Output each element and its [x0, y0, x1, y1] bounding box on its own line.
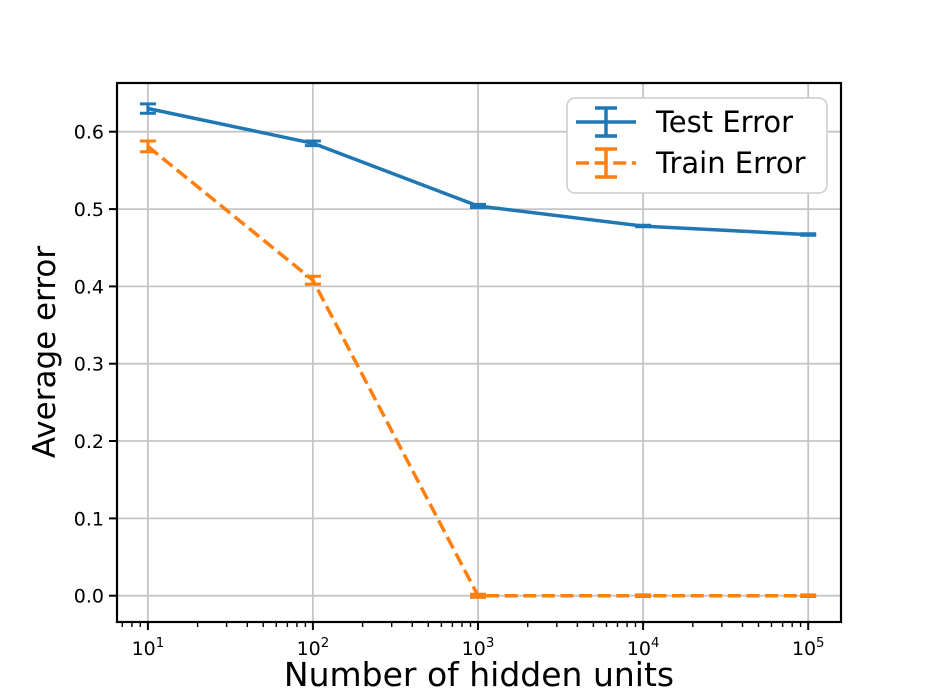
y-tick-label: 0.0 [74, 586, 104, 608]
y-tick-label: 0.6 [74, 122, 104, 144]
y-tick-label: 0.4 [74, 276, 104, 298]
y-tick-label: 0.2 [74, 431, 104, 453]
y-axis-label: Average error [27, 245, 63, 459]
series-line-test-error [147, 106, 809, 237]
x-axis-label: Number of hidden units [283, 655, 675, 694]
y-tick-label: 0.1 [74, 508, 104, 530]
legend-label: Train Error [655, 146, 806, 180]
y-tick-label: 0.3 [74, 354, 104, 376]
series-line-train-error [146, 145, 809, 598]
legend-label: Test Error [655, 105, 793, 139]
x-tick-label: 101 [132, 636, 165, 660]
y-tick-label: 0.5 [74, 199, 104, 221]
x-tick-label: 105 [792, 636, 825, 660]
